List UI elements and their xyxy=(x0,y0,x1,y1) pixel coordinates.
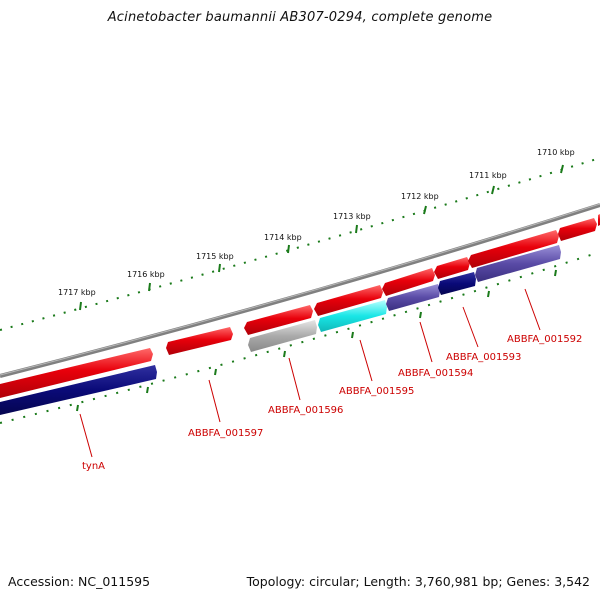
gene-cds-forward[interactable] xyxy=(314,285,383,316)
kbp-label-1710: 1710 kbp xyxy=(537,148,575,157)
major-ticks xyxy=(79,164,564,311)
gene-cds-forward[interactable] xyxy=(382,268,435,296)
reverse-strand-genes xyxy=(0,245,561,415)
gene-abbfa-001594-reverse[interactable] xyxy=(386,284,440,311)
topology-info-text: Topology: circular; Length: 3,760,981 bp… xyxy=(246,574,590,589)
gene-abbfa-001592-reverse[interactable] xyxy=(475,245,561,282)
kbp-label-1712: 1712 kbp xyxy=(401,192,439,201)
inner-ticks xyxy=(76,269,557,412)
gene-label-abbfa-001595: ABBFA_001595 xyxy=(339,386,414,397)
gene-abbfa-001593-reverse[interactable] xyxy=(438,272,476,295)
kbp-label-1716: 1716 kbp xyxy=(127,270,165,279)
gene-label-abbfa-001592: ABBFA_001592 xyxy=(507,334,582,345)
gene-label-abbfa-001597: ABBFA_001597 xyxy=(188,428,263,439)
scale-labels: 1710 kbp 1711 kbp 1712 kbp 1713 kbp 1714… xyxy=(58,148,575,297)
gene-cds-forward[interactable] xyxy=(468,230,559,268)
accession-text: Accession: NC_011595 xyxy=(8,574,151,589)
gene-label-abbfa-001596: ABBFA_001596 xyxy=(268,405,343,416)
map-title: Acinetobacter baumannii AB307-0294, comp… xyxy=(107,10,493,25)
gene-tyna-reverse[interactable] xyxy=(0,365,157,415)
gene-cds-forward[interactable] xyxy=(434,257,470,279)
gene-label-abbfa-001593: ABBFA_001593 xyxy=(446,352,521,363)
gene-cds-forward[interactable] xyxy=(166,327,233,355)
kbp-label-1713: 1713 kbp xyxy=(333,212,371,221)
gene-abbfa-001596-reverse[interactable] xyxy=(248,320,317,352)
kbp-label-1715: 1715 kbp xyxy=(196,252,234,261)
gene-label-abbfa-001594: ABBFA_001594 xyxy=(398,368,473,379)
label-leader-lines xyxy=(79,288,541,458)
gene-label-tyna: tynA xyxy=(82,461,105,472)
gene-cds-tyna-forward[interactable] xyxy=(0,348,153,398)
kbp-label-1717: 1717 kbp xyxy=(58,288,96,297)
gene-cds-forward[interactable] xyxy=(244,305,313,335)
kbp-label-1714: 1714 kbp xyxy=(264,233,302,242)
gene-cds-forward[interactable] xyxy=(558,218,597,241)
genome-backbone xyxy=(0,203,600,378)
gene-abbfa-001595-reverse[interactable] xyxy=(318,300,387,332)
gene-labels: ABBFA_001592 ABBFA_001593 ABBFA_001594 A… xyxy=(82,334,582,472)
kbp-label-1711: 1711 kbp xyxy=(469,171,507,180)
